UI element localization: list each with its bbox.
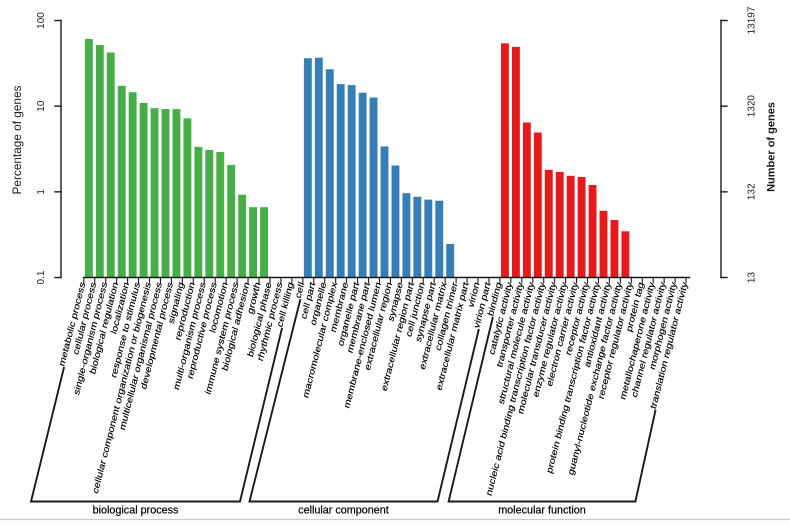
svg-text:1: 1 <box>36 189 47 195</box>
svg-text:132: 132 <box>747 183 758 200</box>
svg-text:Number of genes: Number of genes <box>766 102 778 192</box>
svg-text:0.1: 0.1 <box>36 270 47 284</box>
svg-text:cellular component: cellular component <box>298 505 389 517</box>
svg-text:cell: cell <box>294 281 307 300</box>
svg-text:biological process: biological process <box>93 505 179 517</box>
svg-text:molecular function: molecular function <box>498 505 586 517</box>
svg-text:13197: 13197 <box>747 6 758 34</box>
svg-text:Percentage of genes: Percentage of genes <box>10 85 24 194</box>
svg-text:100: 100 <box>36 12 47 29</box>
svg-text:1320: 1320 <box>747 95 758 118</box>
svg-text:10: 10 <box>36 100 47 112</box>
svg-text:13: 13 <box>747 272 758 284</box>
